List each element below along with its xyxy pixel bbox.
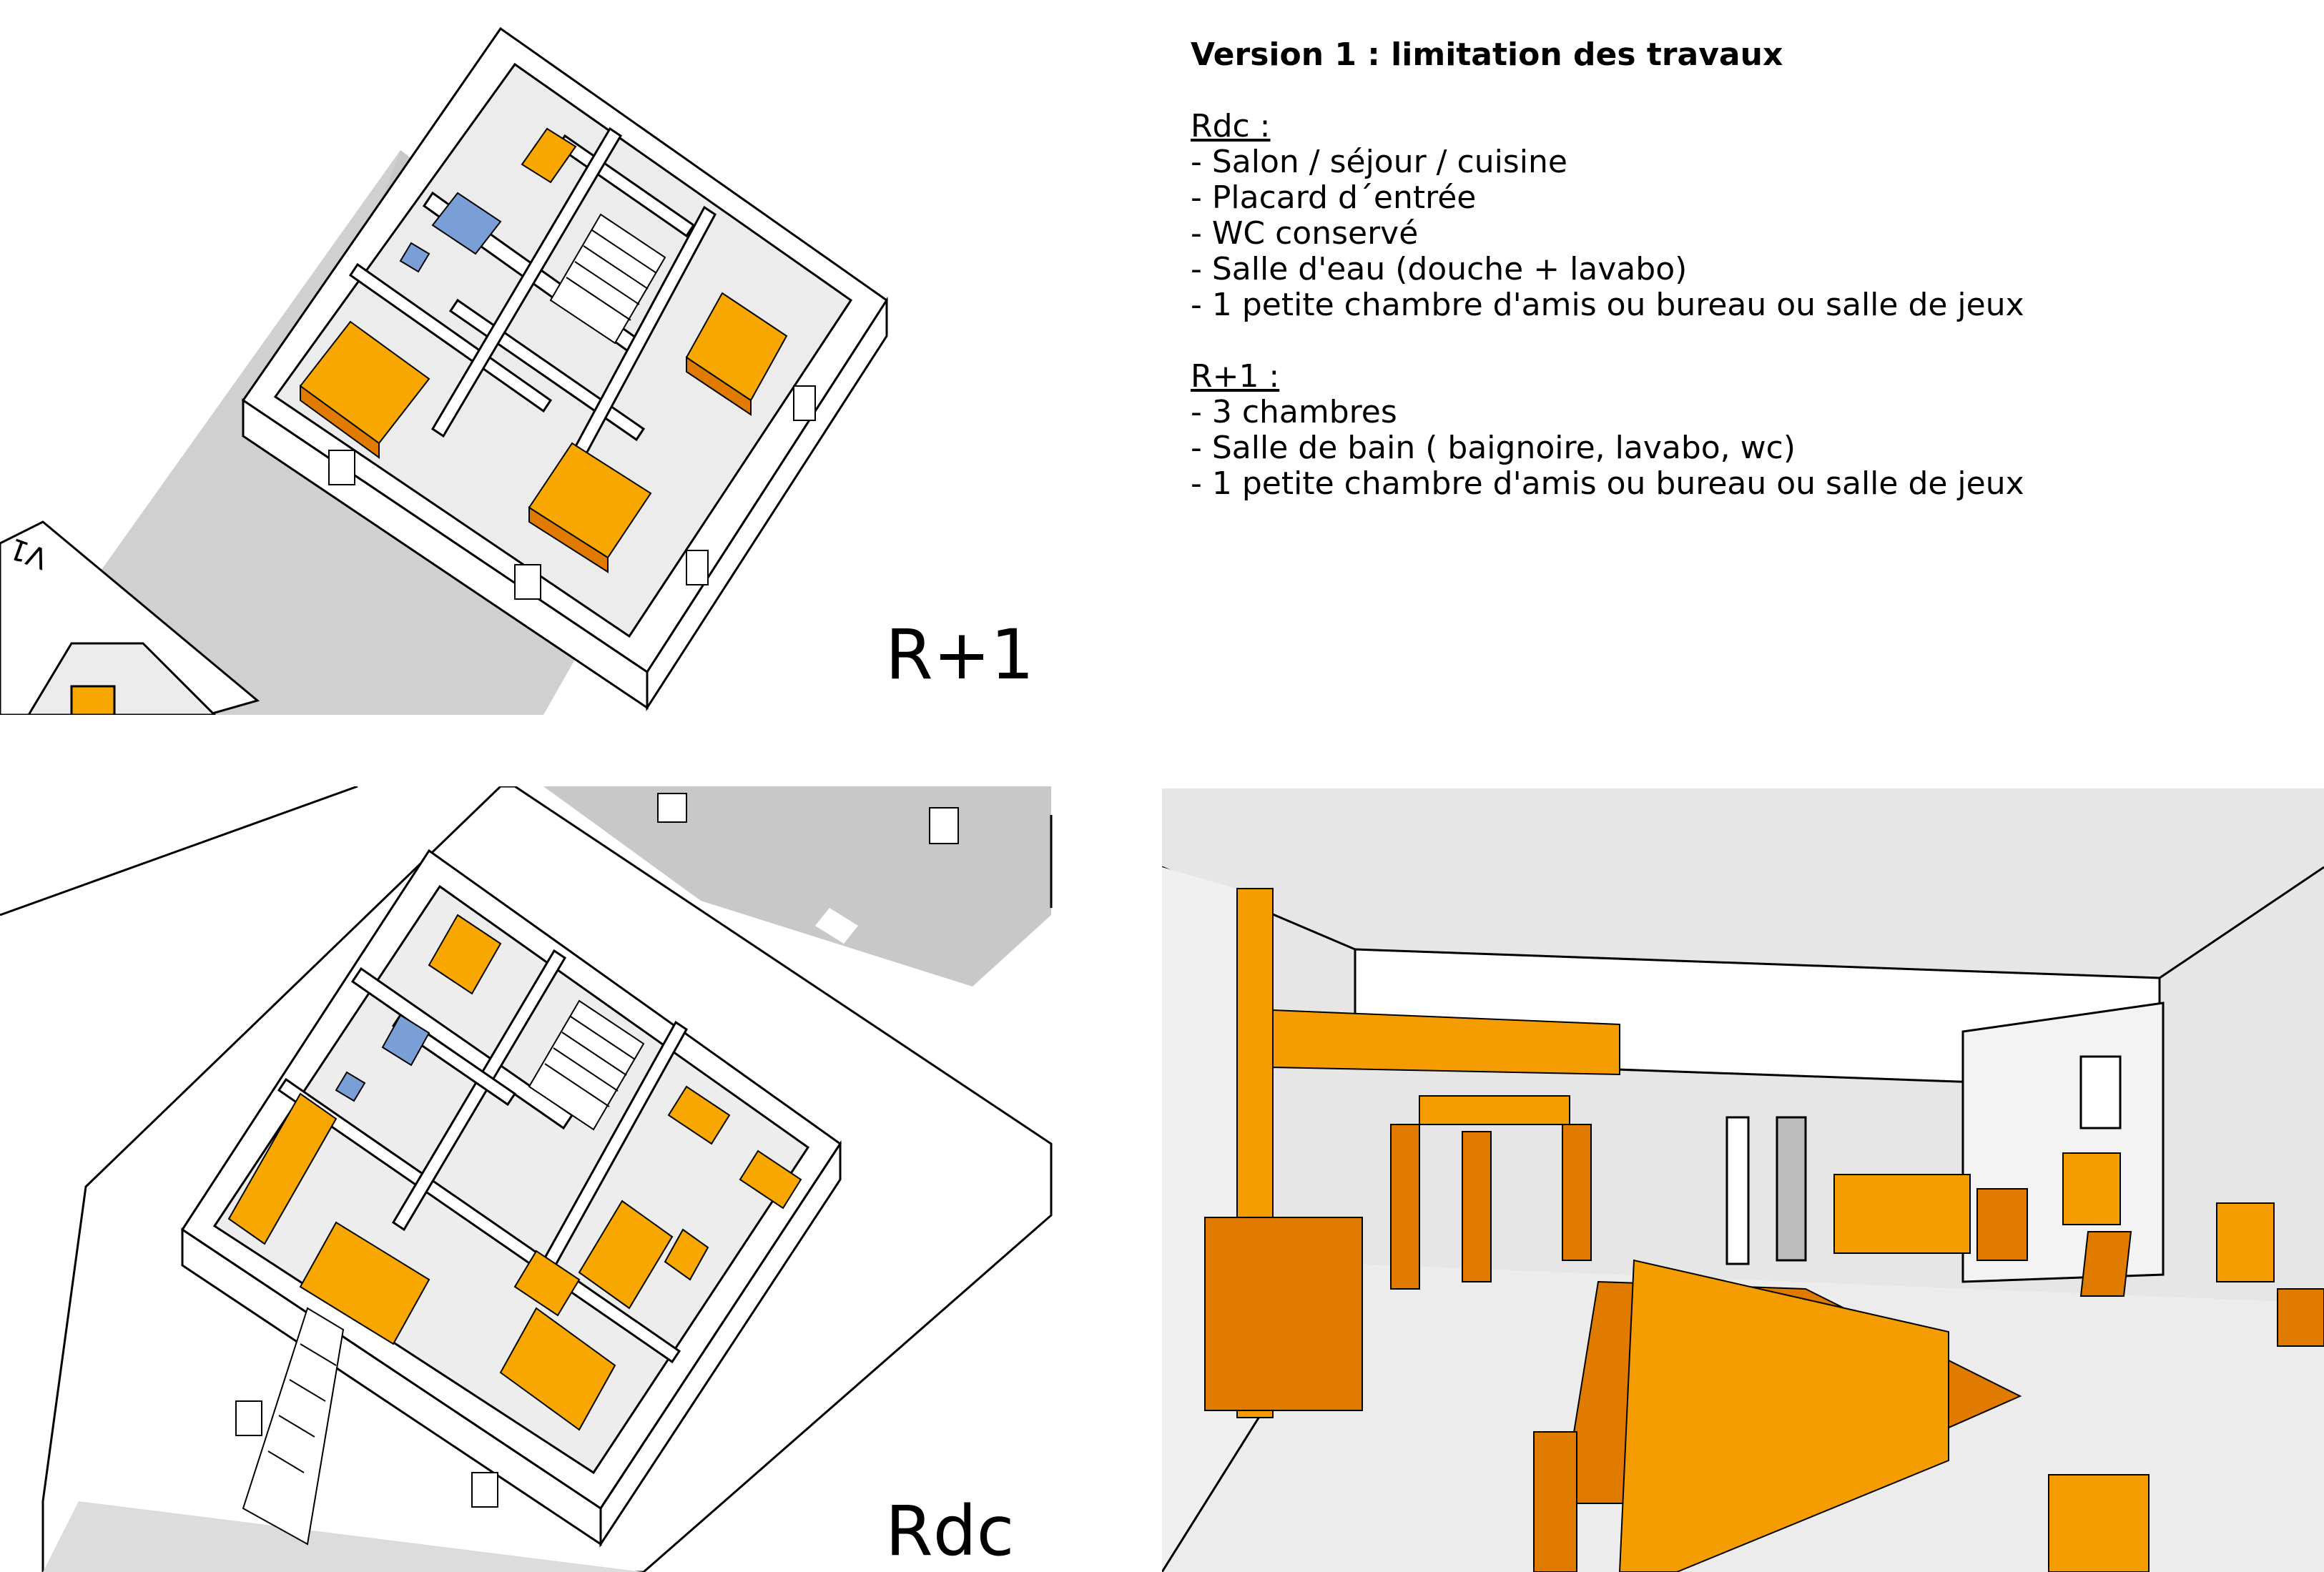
washbasin	[399, 242, 430, 273]
list-item: - 3 chambres	[1191, 394, 1397, 430]
bar-stool-3	[1562, 1124, 1592, 1261]
neighbour-building	[0, 520, 260, 715]
shadow-ground	[43, 1501, 644, 1572]
dining-chair-1	[1533, 1431, 1577, 1572]
living-sofa	[578, 1200, 674, 1310]
coffee-table	[664, 1228, 709, 1281]
list-item: - WC conservé	[1191, 215, 1419, 252]
dining-furniture	[1533, 1259, 2150, 1572]
interior-perspective-view	[1162, 789, 2324, 1572]
upper-floor-axonometric-view: V1	[0, 0, 1141, 715]
windows	[328, 385, 816, 600]
list-item: - Placard d´entrée	[1191, 179, 1477, 216]
interior-perspective-drawing	[1162, 789, 2324, 1572]
windows	[235, 793, 959, 1508]
list-item: - 1 petite chambre d'amis ou bureau ou s…	[1191, 465, 2024, 502]
ground-floor-label: Rdc	[885, 1491, 1015, 1571]
storage-cabinet	[513, 1250, 581, 1317]
bathtub	[431, 192, 502, 255]
dining-table	[1618, 1259, 1949, 1572]
window	[2079, 1055, 2122, 1129]
interior-walls	[277, 949, 688, 1364]
dining-chair-2	[2048, 1474, 2150, 1572]
bar-counter	[1419, 1095, 1570, 1125]
bathroom-fixtures	[399, 192, 502, 273]
kitchen-island	[1204, 1217, 1363, 1411]
staircase	[549, 213, 666, 345]
kitchen-furniture	[1204, 888, 1620, 1418]
living-furniture	[1833, 1152, 2324, 1347]
bedrooms-furniture	[299, 127, 788, 573]
staircase	[528, 999, 645, 1131]
wall-cabinets	[1272, 1009, 1620, 1076]
bathroom-fixtures	[335, 1014, 430, 1102]
shower	[381, 1014, 430, 1067]
desk	[428, 914, 502, 995]
bar-stool-2	[1462, 1131, 1492, 1282]
living-furniture	[227, 914, 802, 1431]
ceiling	[1162, 789, 2324, 978]
section-heading-rdc: Rdc :	[1191, 108, 1271, 144]
sofa	[227, 1092, 338, 1245]
upper-floor-label: R+1	[885, 615, 1035, 695]
section-heading-r1: R+1 :	[1191, 358, 1280, 395]
upper-floor-drawing: V1	[0, 26, 889, 715]
description-panel: Version 1 : limitation des travaux Rdc :…	[1191, 37, 2263, 538]
kitchen-table	[299, 1221, 430, 1345]
version-title: Version 1 : limitation des travaux	[1191, 36, 1783, 73]
armchair-2	[2062, 1152, 2121, 1225]
shadow-upper	[543, 786, 1051, 987]
dining-table	[499, 1307, 616, 1431]
armchair-2	[739, 1150, 802, 1210]
rdc-room-list: - Salon / séjour / cuisine - Placard d´e…	[1191, 144, 2263, 323]
skylight	[815, 908, 858, 944]
exterior-staircase	[242, 1307, 345, 1546]
list-item: - Salon / séjour / cuisine	[1191, 144, 1567, 180]
list-item: - Salle d'eau (douche + lavabo)	[1191, 251, 1688, 287]
armchair-1	[667, 1085, 731, 1145]
armchair-3	[2216, 1202, 2275, 1282]
bar-stool-1	[1390, 1124, 1420, 1290]
floor-plate	[273, 62, 853, 638]
side-table	[2277, 1288, 2324, 1347]
doorway-1	[1725, 1116, 1750, 1265]
coffee-table	[2079, 1231, 2132, 1297]
desk	[521, 127, 577, 184]
list-item: - Salle de bain ( baignoire, lavabo, wc)	[1191, 430, 1796, 466]
wc	[335, 1071, 366, 1102]
ground-floor-drawing	[0, 786, 1053, 1572]
r1-room-list: - 3 chambres - Salle de bain ( baignoire…	[1191, 395, 2263, 502]
sofa	[1833, 1174, 1971, 1254]
list-item: - 1 petite chambre d'amis ou bureau ou s…	[1191, 287, 2024, 323]
armchair-1	[1976, 1188, 2028, 1261]
ground-floor-axonometric-view	[0, 786, 1141, 1572]
doorway-2	[1776, 1116, 1807, 1262]
